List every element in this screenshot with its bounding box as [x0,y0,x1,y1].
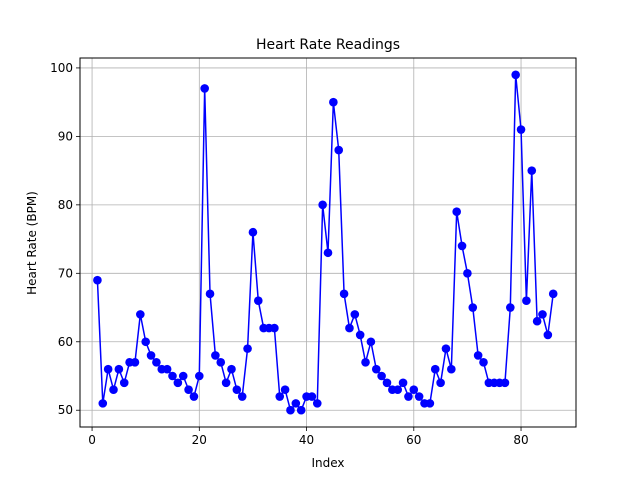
y-axis-ticks: 50 60 70 80 90 100 [50,61,80,417]
data-point [130,358,140,367]
data-point [221,378,231,388]
data-point [371,364,381,374]
data-point [318,200,327,210]
data-point [146,351,156,360]
data-point [339,289,349,299]
data-point [329,97,338,107]
data-point [152,358,161,367]
y-tick-label: 90 [58,129,73,143]
data-point [232,385,242,394]
data-point [436,378,445,388]
data-point [93,275,102,285]
data-point [522,296,531,305]
data-point [162,364,172,374]
data-point [141,337,150,347]
data-point [211,351,220,360]
data-point [511,70,520,80]
data-point [291,399,301,408]
data-point [425,399,435,408]
data-point [382,378,392,388]
data-point [286,405,295,415]
data-point [103,364,113,374]
data-point [227,364,236,374]
data-point [532,316,542,326]
x-tick-label: 20 [192,433,207,447]
data-point [184,385,193,394]
data-point [237,392,247,401]
data-point [398,378,408,388]
data-point [527,166,537,175]
data-point [178,371,188,381]
data-point [270,323,279,333]
x-axis-ticks: 0 20 40 60 80 [88,427,529,447]
x-axis-label: Index [311,456,344,470]
data-point [200,84,209,93]
y-tick-label: 70 [58,266,73,280]
data-point [345,323,354,333]
data-point [463,269,472,278]
data-point [280,385,290,394]
x-tick-label: 40 [299,433,314,447]
data-point [296,405,306,415]
data-point [548,289,558,299]
data-point [404,392,413,401]
data-point [119,378,129,388]
heart-rate-series [93,70,558,415]
data-point [312,399,322,408]
data-point [189,392,199,401]
data-point [479,358,488,367]
data-point [516,125,526,134]
data-point [414,392,424,401]
data-point [350,310,360,319]
y-axis-label: Heart Rate (BPM) [25,191,39,295]
data-point [457,241,467,251]
data-point [168,371,177,381]
data-point [452,207,461,216]
y-tick-label: 100 [50,61,73,75]
data-point [334,145,344,155]
y-tick-label: 50 [58,403,73,417]
data-point [538,310,547,319]
grid-lines [80,58,576,427]
chart-title: Heart Rate Readings [256,37,400,53]
data-point [447,364,456,374]
plot-frame [79,57,577,428]
data-point [109,385,118,394]
data-point [506,303,515,312]
y-tick-label: 80 [58,198,73,212]
data-point [366,337,376,347]
data-point [243,344,252,353]
data-point [195,371,204,381]
data-point [468,303,478,312]
data-point [409,385,419,394]
data-point [98,399,108,408]
data-point [216,358,226,367]
data-point [355,330,365,340]
data-point [473,351,483,360]
x-tick-label: 60 [406,433,421,447]
y-tick-label: 60 [58,335,73,349]
data-point [248,227,258,237]
x-tick-label: 80 [513,433,528,447]
data-point [253,296,263,305]
data-point [430,364,440,374]
data-point [173,378,183,388]
data-point [307,392,317,401]
data-point [275,392,285,401]
data-point [500,378,510,388]
data-point [136,310,145,319]
data-point [323,248,333,258]
data-point [393,385,403,394]
data-point [543,330,553,340]
data-point [441,344,451,353]
data-point [361,358,370,367]
data-point [377,371,386,381]
x-tick-label: 0 [88,433,96,447]
data-point [114,364,124,374]
data-point [205,289,215,299]
